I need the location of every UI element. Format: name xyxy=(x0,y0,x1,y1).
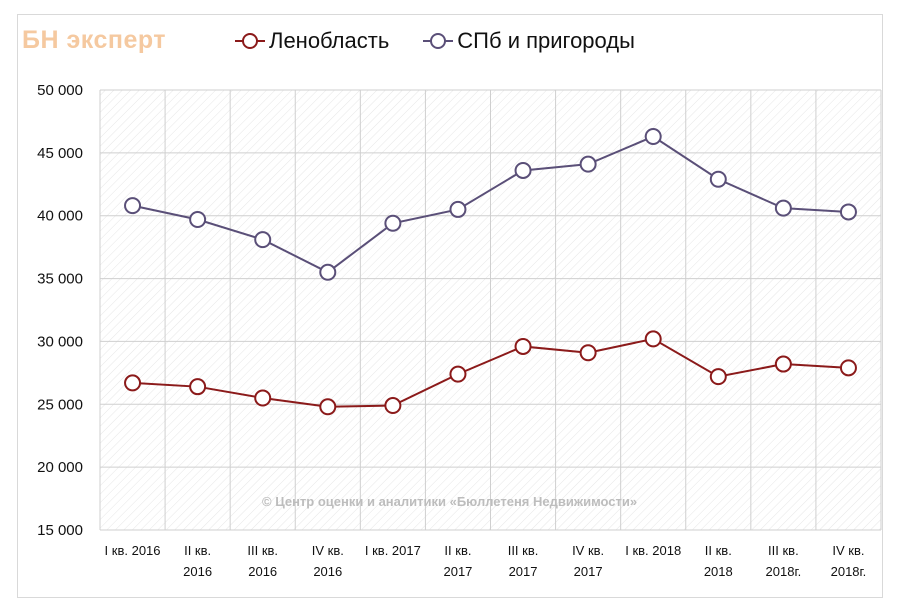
data-point xyxy=(709,368,727,386)
data-point xyxy=(189,210,207,228)
x-tick-label: II кв. 2017 xyxy=(443,543,472,579)
x-tick-label: III кв. 2018г. xyxy=(766,543,802,579)
brand-logo: БН эксперт xyxy=(22,26,167,54)
y-axis: 15 000 20 000 25 000 30 000 35 000 40 000 45 0… xyxy=(37,82,83,539)
legend-label-spb: СПб и пригороды xyxy=(457,28,635,53)
data-point xyxy=(384,214,402,232)
y-tick-label: 30 000 xyxy=(37,333,83,350)
data-point xyxy=(189,378,207,396)
legend-item-lenoblast: Ленобласть xyxy=(235,28,389,54)
data-point xyxy=(254,389,272,407)
data-point xyxy=(709,170,727,188)
series-line-2 xyxy=(132,135,849,274)
watermark: © Центр оценки и аналитики «Бюллетеня Не… xyxy=(262,494,638,509)
x-tick-label: I кв. 2018 xyxy=(625,543,681,558)
data-point xyxy=(839,359,857,377)
y-tick-label: 45 000 xyxy=(37,145,83,162)
data-point xyxy=(449,200,467,218)
legend-label-lenoblast: Ленобласть xyxy=(269,28,390,53)
data-point xyxy=(449,365,467,383)
data-point xyxy=(644,128,662,146)
data-point xyxy=(774,199,792,217)
gridlines xyxy=(99,89,882,531)
x-tick-label: I кв. 2017 xyxy=(365,543,421,558)
data-point xyxy=(514,161,532,179)
x-tick-label: III кв. 2017 xyxy=(508,543,539,579)
data-point xyxy=(254,231,272,249)
data-point xyxy=(319,398,337,416)
y-tick-label: 40 000 xyxy=(37,208,83,225)
data-point xyxy=(384,397,402,415)
x-tick-label: III кв. 2016 xyxy=(247,543,278,579)
y-tick-label: 35 000 xyxy=(37,271,83,288)
y-tick-label: 25 000 xyxy=(37,396,83,413)
data-point xyxy=(774,355,792,373)
data-point xyxy=(319,263,337,281)
chart-legend: Ленобласть СПб и пригороды xyxy=(235,28,635,54)
x-tick-label: II кв. 2016 xyxy=(183,543,212,579)
data-point xyxy=(124,374,142,392)
data-point xyxy=(644,330,662,348)
x-tick-label: IV кв. 2017 xyxy=(572,543,604,579)
y-tick-label: 50 000 xyxy=(37,82,83,99)
data-point xyxy=(579,155,597,173)
data-point xyxy=(839,203,857,221)
y-tick-label: 20 000 xyxy=(37,459,83,476)
x-tick-label: IV кв. 2016 xyxy=(312,543,344,579)
y-tick-label: 15 000 xyxy=(37,522,83,539)
legend-marker-lenoblast xyxy=(235,33,265,49)
x-tick-label: II кв. 2018 xyxy=(704,543,733,579)
series-group xyxy=(124,128,857,416)
series-line-1 xyxy=(132,337,849,408)
x-axis: I кв. 2016 II кв. 2016 III кв. 2016 IV кв. 201… xyxy=(105,543,867,579)
data-point xyxy=(579,344,597,362)
legend-marker-spb xyxy=(423,33,454,49)
data-point xyxy=(514,337,532,355)
x-tick-label: I кв. 2016 xyxy=(105,543,161,558)
x-tick-label: IV кв. 2018г. xyxy=(831,543,867,579)
legend-item-spb: СПб и пригороды xyxy=(423,28,635,54)
data-point xyxy=(124,197,142,215)
